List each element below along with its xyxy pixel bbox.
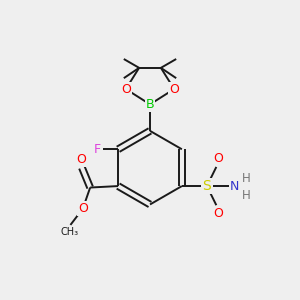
Text: O: O bbox=[169, 82, 179, 95]
Text: N: N bbox=[230, 180, 240, 193]
Text: O: O bbox=[121, 82, 131, 95]
Text: H: H bbox=[242, 172, 250, 185]
Text: O: O bbox=[214, 152, 224, 165]
Text: CH₃: CH₃ bbox=[61, 227, 79, 237]
Text: F: F bbox=[93, 143, 100, 156]
Text: O: O bbox=[76, 153, 86, 166]
Text: H: H bbox=[242, 189, 250, 202]
Text: S: S bbox=[202, 179, 211, 193]
Text: O: O bbox=[214, 207, 224, 220]
Text: B: B bbox=[146, 98, 154, 111]
Text: O: O bbox=[78, 202, 88, 215]
